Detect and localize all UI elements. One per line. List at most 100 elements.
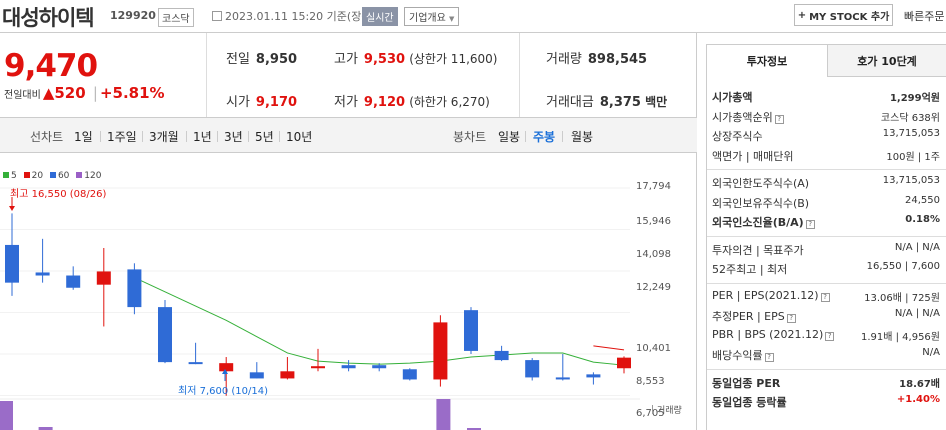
prev-close: 전일 8,950 [226,48,297,67]
invest-row-value: 16,550 | 7,600 [866,261,940,272]
high-annotation: 최고 16,550 (08/26) [10,189,107,200]
volume-value: 898,545 [587,52,648,67]
tab-1day[interactable]: 1일 [74,130,93,144]
invest-row: 시가총액순위? 코스닥 638위 [712,109,946,125]
y-tick-label: 12,249 [636,282,671,293]
help-icon[interactable]: ? [774,114,784,124]
legend-ma120-label: 120 [84,171,102,181]
upper-limit: (상한가 11,600) [409,52,498,66]
invest-row-value: 코스닥 638위 [880,112,940,124]
tab-1year[interactable]: 1년 [193,130,212,144]
candle-chart-label: 봉차트 [453,130,487,144]
company-info-dropdown[interactable]: 기업개요 ▼ [404,7,460,26]
invest-row-label: 시가총액 [712,91,753,104]
tab-3year[interactable]: 3년 [224,130,243,144]
ma20-line [593,345,625,351]
ma5-line [134,277,625,366]
help-icon[interactable]: ? [820,292,830,302]
calendar-icon [212,11,222,21]
candle-body [433,322,448,380]
section-divider [707,282,946,284]
add-mystock-button[interactable]: + MY STOCK 추가 [794,4,893,26]
help-icon[interactable]: ? [805,220,815,229]
tab-separator [248,131,249,142]
invest-row-value: 100원 | 1주 [886,151,940,163]
invest-row-value: 18.67배 [899,378,940,390]
invest-row: PBR | BPS (2021.12)? 1.91배 | 4,956원 [712,327,946,343]
invest-row-label: 외국인보유주식수(B) [712,196,810,210]
quick-order-link[interactable]: 빠른주문 [904,10,945,23]
invest-row-value: 1,299억원 [889,93,940,104]
candle-body [464,310,478,351]
tab-invest-info[interactable]: 투자정보 [707,45,827,77]
help-icon[interactable]: ? [786,314,796,323]
volume-bar [436,399,451,430]
invest-row-value: 13,715,053 [882,128,940,139]
legend-swatch [49,172,56,178]
tab-daily[interactable]: 일봉 [498,130,521,144]
candle-body [66,275,81,288]
tab-3month[interactable]: 3개월 [149,130,179,144]
invest-row-label: 상장주식수 [712,130,763,143]
help-icon[interactable]: ? [764,353,774,362]
price-change: 전일대비 ▲520 | +5.81% [4,84,165,102]
invest-row: 시가총액 1,299억원 [712,89,946,105]
tab-5year[interactable]: 5년 [255,130,274,144]
amount-label: 거래대금 [546,95,594,110]
tab-separator [142,131,143,142]
tab-separator [562,131,563,142]
open-label: 시가 [226,95,250,110]
legend-swatch [76,172,83,178]
open-price: 시가 9,170 [226,91,297,110]
amount-value: 8,375 [599,95,641,110]
tab-10year[interactable]: 10년 [286,130,313,144]
section-divider [707,368,946,370]
y-tick-label: 14,098 [636,249,671,260]
market-badge: 코스닥 [158,8,194,27]
tab-orderbook[interactable]: 호가 10단계 [827,45,946,77]
invest-panel [706,44,946,430]
candle-body [96,271,111,285]
tab-separator [186,131,187,142]
plus-icon: + [797,9,807,21]
invest-row: 투자의견 | 목표주가 N/A | N/A [712,242,946,258]
add-mystock-label: MY STOCK 추가 [809,11,890,23]
tab-1week[interactable]: 1주일 [107,130,137,144]
candle-body [127,269,142,308]
invest-row-label: PBR | BPS (2021.12) [712,327,824,341]
tab-weekly[interactable]: 주봉 [533,130,556,144]
candle-body [341,365,356,369]
invest-row-label: 외국인한도주식수(A) [712,177,810,190]
prev-close-value: 8,950 [255,52,298,67]
section-divider [707,235,946,237]
low-arrowhead [222,369,228,374]
price-chart [0,187,640,430]
candle-body [402,369,417,380]
invest-row-label: 배당수익률 [712,349,763,362]
high-value: 9,530 [363,52,406,67]
help-icon[interactable]: ? [825,331,835,341]
divider [206,33,207,117]
chevron-down-icon: ▼ [449,15,455,23]
tab-separator [217,131,218,142]
invest-row-value: N/A [922,347,940,358]
invest-row-value: N/A | N/A [894,308,940,319]
stock-name: 대성하이텍 [2,6,95,30]
current-price: 9,470 [4,48,98,84]
invest-row-label: 52주최고 | 최저 [712,263,788,276]
low-value: 9,120 [363,95,406,110]
candle-body [280,371,295,379]
realtime-badge[interactable]: 실시간 [362,7,398,26]
low-price: 저가 9,120 (하한가 6,270) [334,91,490,110]
invest-row-value: 24,550 [905,194,940,206]
amount-unit: 백만 [645,95,668,109]
volume-legend-label: 거래량 [657,406,682,416]
prev-close-label: 전일 [226,52,250,67]
lower-limit: (하한가 6,270) [409,95,490,109]
invest-row: 동일업종 등락률 +1.40% [712,394,946,410]
candle-body [617,357,631,369]
candle-body [5,244,19,283]
tab-monthly[interactable]: 월봉 [571,130,594,144]
timestamp-text: 2023.01.11 15:20 기준(장중) [225,10,376,23]
invest-row-label: 동일업종 PER [712,376,781,390]
